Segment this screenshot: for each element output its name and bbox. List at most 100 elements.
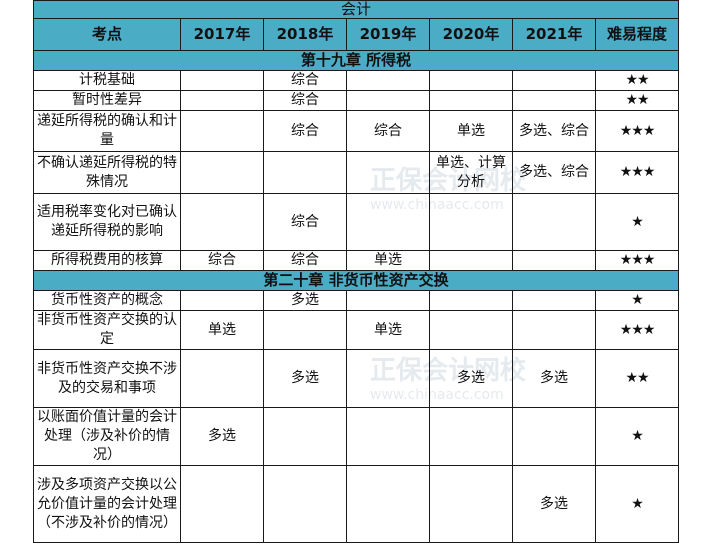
- table-row: 递延所得税的确认和计量 综合 综合 单选 多选、综合 ★★★: [33, 110, 680, 152]
- topic-cell: 货币性资产的概念: [33, 290, 181, 311]
- table-row: 所得税费用的核算 综合 综合 单选 ★★★: [33, 250, 680, 271]
- topic-cell: 计税基础: [33, 70, 181, 91]
- exam-type-cell-2021: 多选: [512, 465, 596, 543]
- exam-type-cell-2021: 多选、综合: [512, 151, 596, 194]
- exam-type-cell-2020: [429, 407, 513, 466]
- exam-type-cell-2018: [263, 310, 347, 350]
- table-row: 非货币性资产交换不涉及的交易和事项 多选 多选 多选 ★★: [33, 349, 680, 408]
- exam-type-cell-2018: 综合: [263, 70, 347, 91]
- exam-type-cell-2021: [512, 310, 596, 350]
- exam-type-cell-2019: 综合: [346, 110, 430, 152]
- topic-cell: 以账面价值计量的会计处理（涉及补价的情况）: [33, 407, 181, 466]
- difficulty-stars: ★★★: [594, 310, 680, 350]
- table-row: 适用税率变化对已确认递延所得税的影响 综合 ★: [33, 193, 680, 251]
- difficulty-stars: ★★: [594, 90, 680, 111]
- exam-type-cell-2019: [346, 465, 430, 543]
- exam-type-cell-2019: [346, 151, 430, 194]
- table-row: 非货币性资产交换的认定 单选 单选 ★★★: [33, 310, 680, 350]
- exam-type-cell-2017: [180, 465, 264, 543]
- exam-type-cell-2021: 多选: [512, 349, 596, 408]
- exam-type-cell-2021: [512, 90, 596, 111]
- table-row: 暂时性差异 综合 ★★: [33, 90, 680, 111]
- exam-type-cell-2020: [429, 465, 513, 543]
- exam-type-cell-2017: 多选: [180, 407, 264, 466]
- chapter-title: 第十九章 所得税: [32, 50, 680, 71]
- topic-cell: 适用税率变化对已确认递延所得税的影响: [33, 193, 181, 251]
- topic-cell: 不确认递延所得税的特殊情况: [33, 151, 181, 194]
- exam-type-cell-2019: [346, 349, 430, 408]
- exam-type-cell-2017: 综合: [180, 250, 264, 271]
- exam-type-cell-2018: 多选: [263, 290, 347, 311]
- table-title: 会计: [32, 0, 680, 19]
- difficulty-stars: ★★★: [594, 250, 680, 271]
- table-title-row: 会计: [32, 0, 680, 19]
- exam-type-cell-2018: 综合: [263, 250, 347, 271]
- difficulty-stars: ★: [594, 193, 680, 251]
- table-row: 以账面价值计量的会计处理（涉及补价的情况） 多选 ★: [33, 407, 680, 466]
- header-2021: 2021年: [512, 18, 596, 51]
- topic-cell: 非货币性资产交换的认定: [33, 310, 181, 350]
- exam-type-cell-2020: [429, 70, 513, 91]
- header-2020: 2020年: [429, 18, 513, 51]
- table-row: 涉及多项资产交换以公允价值计量的会计处理（不涉及补价的情况） 多选 ★: [33, 465, 680, 543]
- topic-cell: 递延所得税的确认和计量: [33, 110, 181, 152]
- exam-type-cell-2018: 多选: [263, 349, 347, 408]
- header-difficulty: 难易程度: [594, 18, 680, 51]
- exam-type-cell-2019: [346, 70, 430, 91]
- exam-type-cell-2019: [346, 407, 430, 466]
- exam-type-cell-2017: 单选: [180, 310, 264, 350]
- header-2018: 2018年: [263, 18, 347, 51]
- table-row: 计税基础 综合 ★★: [33, 70, 680, 91]
- difficulty-stars: ★★★: [594, 110, 680, 152]
- exam-type-cell-2021: [512, 193, 596, 251]
- exam-type-cell-2018: 综合: [263, 110, 347, 152]
- exam-type-cell-2020: [429, 310, 513, 350]
- exam-type-cell-2017: [180, 90, 264, 111]
- exam-type-cell-2020: [429, 250, 513, 271]
- topic-cell: 暂时性差异: [33, 90, 181, 111]
- difficulty-stars: ★★: [594, 70, 680, 91]
- exam-type-cell-2020: 多选: [429, 349, 513, 408]
- exam-type-cell-2019: [346, 290, 430, 311]
- difficulty-stars: ★: [594, 407, 680, 466]
- header-topic: 考点: [33, 18, 181, 51]
- topic-cell: 涉及多项资产交换以公允价值计量的会计处理（不涉及补价的情况）: [33, 465, 181, 543]
- exam-type-cell-2018: [263, 465, 347, 543]
- exam-type-cell-2021: [512, 407, 596, 466]
- topic-cell: 所得税费用的核算: [33, 250, 181, 271]
- chapter-title: 第二十章 非货币性资产交换: [32, 270, 680, 291]
- exam-type-cell-2021: [512, 250, 596, 271]
- exam-type-cell-2017: [180, 151, 264, 194]
- header-2017: 2017年: [180, 18, 264, 51]
- exam-type-cell-2018: [263, 407, 347, 466]
- exam-type-cell-2018: 综合: [263, 193, 347, 251]
- header-row: 考点 2017年 2018年 2019年 2020年 2021年 难易程度: [33, 18, 680, 51]
- difficulty-stars: ★: [594, 290, 680, 311]
- chapter-row: 第二十章 非货币性资产交换: [32, 270, 680, 291]
- exam-type-cell-2020: 单选、计算分析: [429, 151, 513, 194]
- exam-type-cell-2017: [180, 193, 264, 251]
- exam-type-cell-2018: 综合: [263, 90, 347, 111]
- exam-type-cell-2020: [429, 290, 513, 311]
- exam-type-cell-2020: [429, 90, 513, 111]
- difficulty-stars: ★: [594, 465, 680, 543]
- exam-type-cell-2021: [512, 70, 596, 91]
- exam-type-cell-2019: 单选: [346, 250, 430, 271]
- exam-type-cell-2020: 单选: [429, 110, 513, 152]
- exam-type-cell-2019: 单选: [346, 310, 430, 350]
- topic-cell: 非货币性资产交换不涉及的交易和事项: [33, 349, 181, 408]
- exam-type-cell-2017: [180, 290, 264, 311]
- exam-type-cell-2017: [180, 70, 264, 91]
- exam-type-cell-2019: [346, 90, 430, 111]
- exam-type-cell-2017: [180, 110, 264, 152]
- exam-type-cell-2021: 多选、综合: [512, 110, 596, 152]
- exam-type-cell-2020: [429, 193, 513, 251]
- exam-type-cell-2018: [263, 151, 347, 194]
- exam-type-cell-2021: [512, 290, 596, 311]
- table-row: 货币性资产的概念 多选 ★: [33, 290, 680, 311]
- chapter-row: 第十九章 所得税: [32, 50, 680, 71]
- difficulty-stars: ★★: [594, 349, 680, 408]
- exam-type-cell-2017: [180, 349, 264, 408]
- exam-type-cell-2019: [346, 193, 430, 251]
- table-row: 不确认递延所得税的特殊情况 单选、计算分析 多选、综合 ★★★: [33, 151, 680, 194]
